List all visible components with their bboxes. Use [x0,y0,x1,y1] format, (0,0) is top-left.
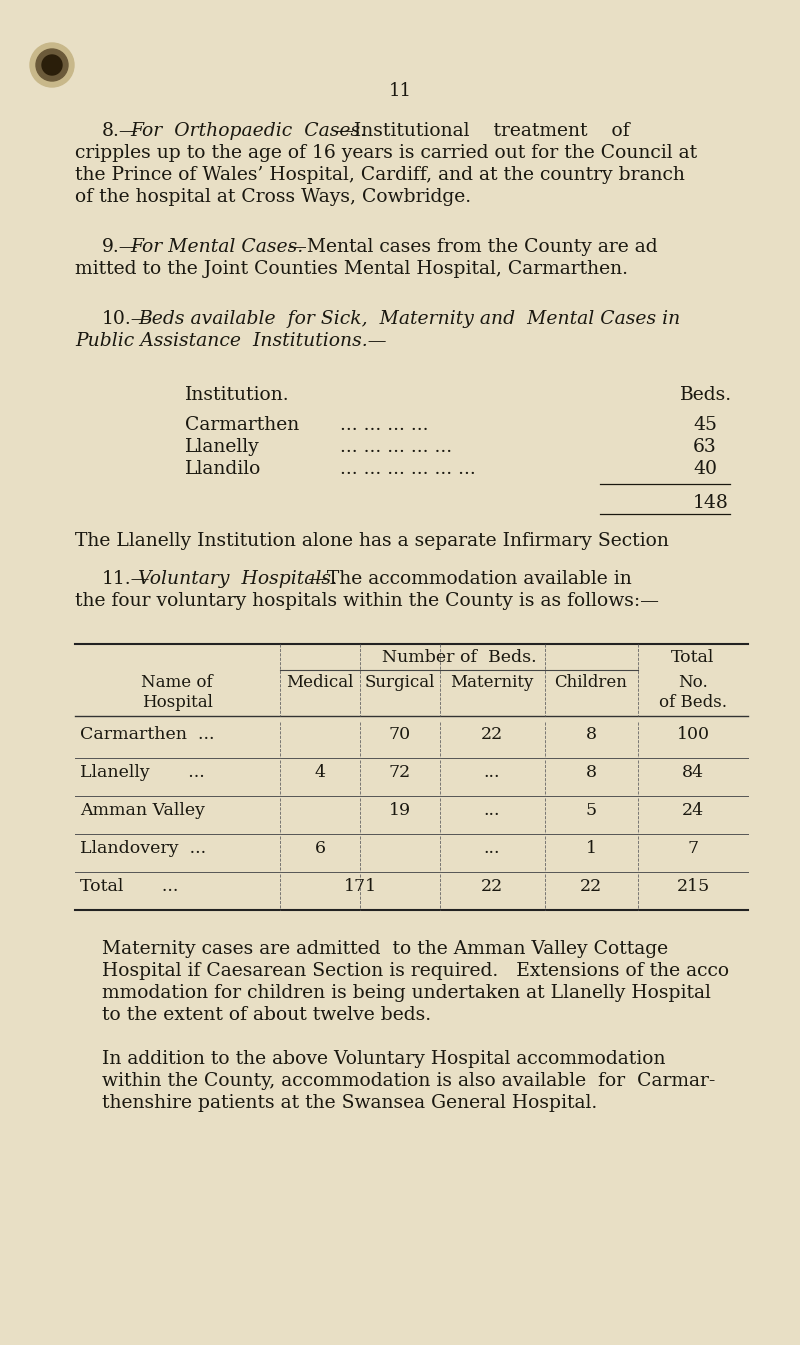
Text: Total: Total [671,650,714,666]
Text: 7: 7 [687,841,698,857]
Text: thenshire patients at the Swansea General Hospital.: thenshire patients at the Swansea Genera… [102,1093,598,1112]
Text: Name of
Hospital: Name of Hospital [141,674,213,710]
Text: Institution.: Institution. [185,386,290,404]
Text: 11: 11 [389,82,411,100]
Text: Public Assistance  Institutions.—: Public Assistance Institutions.— [75,332,386,350]
Text: —Institutional    treatment    of: —Institutional treatment of [335,122,630,140]
Text: within the County, accommodation is also available  for  Carmar-: within the County, accommodation is also… [102,1072,715,1089]
Text: 84: 84 [682,764,704,781]
Text: mitted to the Joint Counties Mental Hospital, Carmarthen.: mitted to the Joint Counties Mental Hosp… [75,260,628,278]
Text: Carmarthen  ...: Carmarthen ... [80,726,214,742]
Text: 22: 22 [481,726,503,742]
Text: For  Orthopaedic  Cases.: For Orthopaedic Cases. [130,122,366,140]
Text: 171: 171 [343,878,377,894]
Text: 1: 1 [586,841,597,857]
Text: ... ... ... ...: ... ... ... ... [340,416,429,434]
Text: 8.—: 8.— [102,122,138,140]
Text: The Llanelly Institution alone has a separate Infirmary Section: The Llanelly Institution alone has a sep… [75,533,669,550]
Text: Maternity: Maternity [450,674,534,691]
Text: Children: Children [554,674,627,691]
Text: 10.—: 10.— [102,309,150,328]
Text: the four voluntary hospitals within the County is as follows:—: the four voluntary hospitals within the … [75,592,659,611]
Text: ... ... ... ... ... ...: ... ... ... ... ... ... [340,460,476,477]
Text: ...: ... [484,764,500,781]
Text: Voluntary  Hospitals.: Voluntary Hospitals. [138,570,337,588]
Text: —Mental cases from the County are ad: —Mental cases from the County are ad [288,238,658,256]
Text: 70: 70 [389,726,411,742]
Text: ...: ... [484,841,500,857]
Text: 215: 215 [676,878,710,894]
Text: 19: 19 [389,802,411,819]
Text: Amman Valley: Amman Valley [80,802,205,819]
Text: In addition to the above Voluntary Hospital accommodation: In addition to the above Voluntary Hospi… [102,1050,666,1068]
Text: For Mental Cases.: For Mental Cases. [130,238,303,256]
Text: 22: 22 [481,878,503,894]
Text: 63: 63 [693,438,717,456]
Text: 5: 5 [586,802,597,819]
Text: 6: 6 [314,841,326,857]
Text: Llanelly       ...: Llanelly ... [80,764,205,781]
Text: —The accommodation available in: —The accommodation available in [308,570,632,588]
Text: Surgical: Surgical [365,674,435,691]
Text: ...: ... [484,802,500,819]
Text: 8: 8 [586,764,597,781]
Text: cripples up to the age of 16 years is carried out for the Council at: cripples up to the age of 16 years is ca… [75,144,697,161]
Text: 100: 100 [677,726,710,742]
Text: 9.—: 9.— [102,238,138,256]
Text: 45: 45 [693,416,717,434]
Text: Hospital if Caesarean Section is required.   Extensions of the acco: Hospital if Caesarean Section is require… [102,962,729,981]
Text: 8: 8 [586,726,597,742]
Text: 4: 4 [314,764,326,781]
Text: ... ... ... ... ...: ... ... ... ... ... [340,438,452,456]
Text: 72: 72 [389,764,411,781]
Text: No.
of Beds.: No. of Beds. [659,674,727,710]
Circle shape [30,43,74,87]
Circle shape [42,55,62,75]
Text: Beds.: Beds. [680,386,732,404]
Text: Llandovery  ...: Llandovery ... [80,841,206,857]
Text: 24: 24 [682,802,704,819]
Text: 11.—: 11.— [102,570,150,588]
Text: to the extent of about twelve beds.: to the extent of about twelve beds. [102,1006,431,1024]
Text: the Prince of Wales’ Hospital, Cardiff, and at the country branch: the Prince of Wales’ Hospital, Cardiff, … [75,165,685,184]
Text: mmodation for children is being undertaken at Llanelly Hospital: mmodation for children is being undertak… [102,985,711,1002]
Text: Beds available  for Sick,  Maternity and  Mental Cases in: Beds available for Sick, Maternity and M… [138,309,680,328]
Text: Maternity cases are admitted  to the Amman Valley Cottage: Maternity cases are admitted to the Amma… [102,940,668,958]
Text: 148: 148 [693,494,729,512]
Text: Llandilo: Llandilo [185,460,262,477]
Circle shape [36,48,68,81]
Text: Llanelly: Llanelly [185,438,260,456]
Text: Carmarthen: Carmarthen [185,416,299,434]
Text: Total       ...: Total ... [80,878,178,894]
Text: Medical: Medical [286,674,354,691]
Text: 22: 22 [580,878,602,894]
Text: 40: 40 [693,460,717,477]
Text: Number of  Beds.: Number of Beds. [382,650,536,666]
Text: of the hospital at Cross Ways, Cowbridge.: of the hospital at Cross Ways, Cowbridge… [75,188,471,206]
